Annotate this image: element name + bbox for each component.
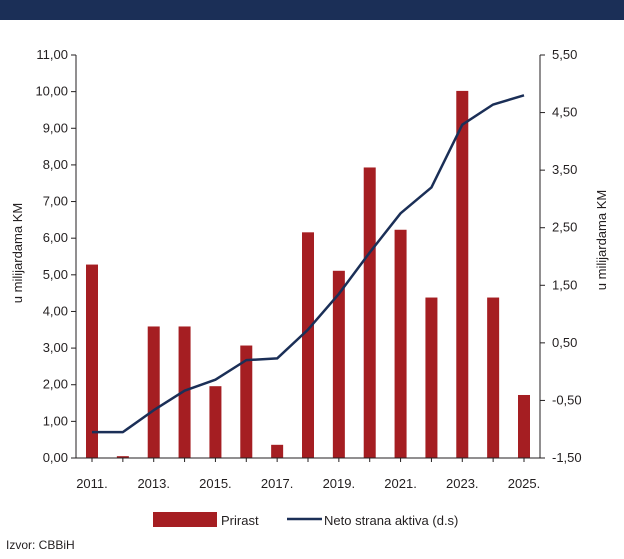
bar-prirast <box>302 232 314 458</box>
x-axis-tick-labels: 2011. 2013. 2015. 2017. 2019. 2021. 2023. 2025. <box>76 476 540 491</box>
bar-prirast <box>271 444 284 458</box>
bar-prirast <box>456 90 469 459</box>
left-tick-label: 1,00 <box>43 413 68 428</box>
bar-prirast <box>147 326 160 458</box>
line-neto-strana-aktiva <box>92 94 525 434</box>
left-tick-label: 2,00 <box>43 377 68 392</box>
right-tick-label: 4,50 <box>552 105 577 120</box>
right-tick-label: -1,50 <box>552 450 582 465</box>
bar-prirast <box>209 386 222 458</box>
right-tick-label: 1,50 <box>552 277 577 292</box>
left-tick-label: 4,00 <box>43 303 68 318</box>
left-tick-label: 9,00 <box>43 120 68 135</box>
right-tick-label: 2,50 <box>552 220 577 235</box>
bar-prirast <box>487 297 500 458</box>
bar-prirast <box>425 297 438 458</box>
left-tick-label: 10,00 <box>35 84 68 99</box>
line-series-neto-strana-aktiva <box>92 94 525 434</box>
header-band <box>0 0 624 20</box>
left-tick-label: 7,00 <box>43 194 68 209</box>
bar-prirast <box>332 270 345 458</box>
x-tick-label: 2015. <box>199 476 232 491</box>
x-tick-label: 2021. <box>384 476 417 491</box>
left-tick-label: 8,00 <box>43 157 68 172</box>
bar-prirast <box>178 326 191 458</box>
left-tick-label: 11,00 <box>36 47 68 62</box>
legend: Prirast Neto strana aktiva (d.s) <box>153 512 458 528</box>
bar-prirast <box>518 394 530 458</box>
right-tick-label: 3,50 <box>552 162 577 177</box>
bar-prirast <box>363 167 376 458</box>
left-axis-tick-labels: 0,00 1,00 2,00 3,00 4,00 5,00 6,00 7,00 8,00 9,00… <box>35 47 68 465</box>
x-tick-label: 2023. <box>446 476 479 491</box>
right-tick-label: 5,50 <box>552 47 577 62</box>
left-tick-label: 0,00 <box>43 450 68 465</box>
source-note: Izvor: CBBiH <box>6 538 75 552</box>
legend-label-prirast: Prirast <box>221 513 259 528</box>
left-tick-label: 5,00 <box>43 267 68 282</box>
x-tick-label: 2025. <box>508 476 541 491</box>
axes <box>71 54 545 462</box>
legend-swatch-prirast <box>153 512 217 527</box>
bar-prirast <box>116 456 129 458</box>
left-tick-label: 3,00 <box>43 340 68 355</box>
right-axis-tick-labels: -1,50 -0,50 0,50 1,50 2,50 3,50 4,50 5,50 <box>552 47 582 465</box>
x-tick-label: 2011. <box>76 476 108 491</box>
bar-prirast <box>240 345 253 458</box>
right-tick-label: 0,50 <box>552 335 577 350</box>
left-axis-label: u milijardama KM <box>10 203 25 303</box>
bar-series-prirast <box>86 90 530 459</box>
bar-prirast <box>394 229 407 458</box>
x-tick-label: 2013. <box>137 476 170 491</box>
right-axis-label: u milijardama KM <box>594 190 609 290</box>
left-tick-label: 6,00 <box>43 230 68 245</box>
right-tick-label: -0,50 <box>552 392 582 407</box>
legend-label-neto: Neto strana aktiva (d.s) <box>324 513 458 528</box>
x-tick-label: 2017. <box>261 476 294 491</box>
x-tick-label: 2019. <box>323 476 356 491</box>
bar-prirast <box>86 264 98 458</box>
